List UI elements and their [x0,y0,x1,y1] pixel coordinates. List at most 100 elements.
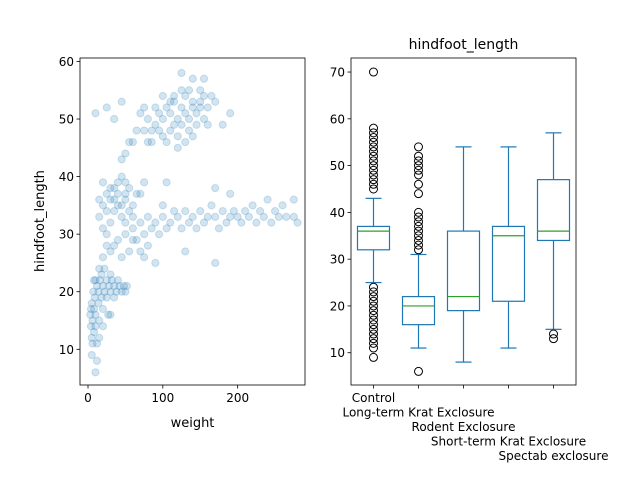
scatter-point [177,86,186,95]
scatter-point [125,137,134,147]
scatter-point [263,195,272,204]
scatter-point [89,327,99,337]
scatter-point [162,224,171,233]
scatter-point [113,189,123,198]
scatter-point [166,97,175,106]
y-tick-label: 60 [330,112,345,126]
flier [369,170,378,180]
x-tick-label: Spectab exclosure [499,449,609,463]
scatter-point [89,304,99,314]
scatter-point [97,293,106,302]
scatter-point [102,207,111,216]
scatter-point [181,207,190,216]
scatter-point [110,207,119,216]
flier [369,306,378,316]
x-tick-label: 200 [226,391,249,405]
scatter-point [140,126,149,135]
scatter-point [95,212,104,221]
box [491,225,526,302]
scatter-point [196,97,205,106]
scatter-point [226,212,235,221]
scatter-point [94,299,103,308]
y-tick-label: 30 [330,253,345,267]
scatter-point [140,103,149,112]
y-tick-label: 30 [59,228,74,242]
scatter-point [117,97,126,106]
y-tick-label: 20 [330,299,345,313]
scatter-point [132,189,141,198]
scatter-point [211,212,220,221]
scatter-point [113,201,123,210]
scatter-point [98,253,108,262]
scatter-point [192,224,201,233]
scatter-point [122,281,132,291]
flier [369,352,378,362]
flier [414,235,423,245]
scatter-point [104,281,114,291]
y-tick-label: 40 [59,170,74,184]
scatter-point [173,212,182,221]
scatter-point [92,356,102,365]
scatter-point [169,120,179,129]
flier [414,170,423,180]
box [401,295,436,326]
scatter-point [128,137,138,147]
scatter-point [113,276,123,285]
boxplot-title: hindfoot_length [409,37,519,53]
scatter-point [87,299,96,308]
scatter-point [121,149,130,158]
scatter-point [188,74,197,83]
flier [369,343,378,353]
x-tick-label: Rodent Exclosure [412,420,516,434]
scatter-point [95,333,104,342]
flier [549,329,558,339]
scatter-point [125,207,134,216]
scatter-point [222,218,231,227]
flier [549,334,558,344]
scatter-point [98,322,108,331]
flier [369,133,378,143]
flier [369,67,378,77]
scatter-point [211,258,220,268]
scatter-point [233,212,242,221]
scatter-point [94,287,103,296]
scatter-point [203,120,212,129]
scatter-point [184,114,194,124]
flier [414,226,423,236]
scatter-point [110,293,119,302]
flier [369,175,378,185]
flier [369,165,378,175]
scatter-point [169,91,179,101]
scatter-point [128,212,138,221]
boxplot-frame [350,57,577,386]
scatter-point [169,207,179,216]
scatter-point [140,230,149,239]
flier [414,212,423,222]
scatter-point [140,253,149,262]
scatter-point [136,189,145,198]
scatter-point [252,218,261,227]
scatter-point [162,178,171,187]
scatter-point [90,293,99,302]
flier [369,161,378,171]
scatter-point [104,310,113,319]
scatter-point [87,333,96,342]
flier [369,282,378,292]
flier [369,123,378,133]
flier [414,151,423,161]
scatter-point [128,201,138,210]
y-tick-label: 50 [330,159,345,173]
scatter-point [136,247,145,256]
scatter-point [188,212,197,221]
scatter-point [203,212,212,221]
flier [414,231,423,241]
box [356,225,391,251]
scatter-point [128,224,138,233]
scatter-point [86,322,96,331]
flier [369,292,378,302]
scatter-point [199,218,209,227]
x-tick-label: Control [352,391,395,405]
scatter-point [289,195,298,204]
